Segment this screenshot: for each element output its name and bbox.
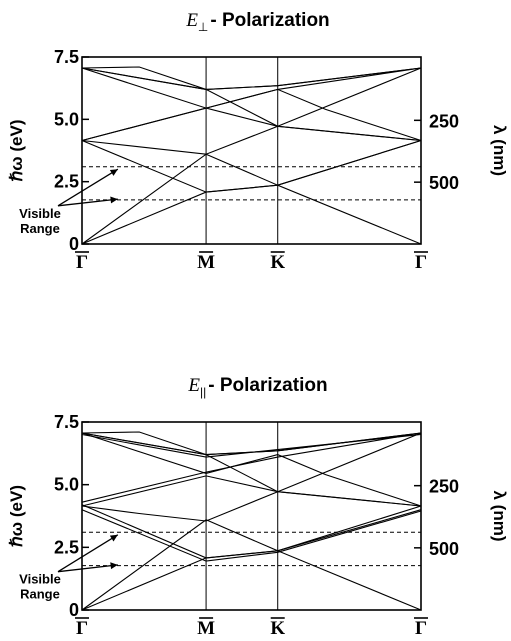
x-tick-label-4: Γ [415, 252, 427, 273]
x-tick-label-3: K [270, 252, 285, 273]
title-symbol: E [187, 375, 200, 396]
annotation-arrowhead-2 [110, 562, 118, 570]
y-tick-label-4: 7.5 [54, 47, 79, 67]
x-tick-label-2: M [197, 618, 215, 639]
annotation-visible: Visible [19, 572, 61, 587]
plot-frame [81, 421, 422, 611]
annotation-arrowhead-2 [110, 196, 118, 204]
annotation-arrow-2 [57, 564, 118, 573]
band-line-10 [81, 67, 422, 142]
chart-title: E|| - Polarization [187, 375, 327, 399]
y2-axis-label: λ (nm) [490, 491, 509, 542]
band-line-3 [81, 509, 422, 562]
band-line-6 [81, 67, 422, 142]
annotation-arrowhead-1 [109, 169, 118, 176]
annotation-arrow-2 [57, 198, 118, 207]
title-subscript: || [200, 385, 206, 399]
annotation-arrowhead-1 [109, 534, 118, 542]
annotation-range: Range [20, 587, 60, 602]
annotation-range: Range [20, 221, 60, 236]
y-tick-label-4: 7.5 [54, 412, 79, 432]
panel-2: E|| - Polarization 0 2.5 5.0 7.5 250 500 ℏω (eV)… [7, 375, 509, 639]
annotation-arrow-1 [57, 168, 119, 207]
panel-1: E⊥ - Polarization 0 2.5 5.0 7.5 250 500 ℏω (eV) λ… [7, 10, 509, 273]
title-symbol: E [185, 10, 198, 31]
y2-axis-label: λ (nm) [490, 125, 509, 176]
y2-tick-label-1: 250 [429, 111, 459, 131]
band-line-2 [81, 509, 422, 611]
title-text: - Polarization [208, 375, 327, 396]
y-axis-label: ℏω (eV) [7, 120, 26, 182]
band-line-3 [81, 67, 422, 155]
y-tick-label-1: 0 [69, 600, 79, 620]
y2-tick-label-2: 500 [429, 173, 459, 193]
x-tick-label-4: Γ [415, 618, 427, 639]
band-line-11 [81, 432, 422, 507]
band-line-7 [81, 432, 422, 503]
band-line-6 [81, 475, 422, 507]
band-line-8 [81, 432, 422, 507]
x-tick-label-2: M [197, 252, 215, 273]
y-tick-label-2: 2.5 [54, 537, 79, 557]
band-line-5 [81, 432, 422, 522]
band-line-1 [81, 184, 422, 245]
annotation-visible: Visible [19, 206, 61, 221]
band-line-1 [81, 550, 422, 611]
title-text: - Polarization [210, 10, 329, 31]
x-tick-label-3: K [270, 618, 285, 639]
annotation-arrow-1 [57, 534, 119, 573]
band-line-9 [81, 66, 422, 90]
band-line-8 [81, 67, 422, 90]
y-axis-label: ℏω (eV) [7, 485, 26, 547]
band-line-4 [81, 139, 422, 193]
y-tick-label-2: 2.5 [54, 172, 79, 192]
y-tick-label-3: 5.0 [54, 109, 79, 129]
band-line-7 [81, 67, 422, 142]
title-subscript: ⊥ [198, 20, 208, 34]
band-line-4 [81, 504, 422, 559]
x-tick-label-1: Γ [76, 618, 88, 639]
chart-title: E⊥ - Polarization [185, 10, 329, 34]
y-tick-label-3: 5.0 [54, 475, 79, 495]
y-tick-label-1: 0 [69, 234, 79, 254]
plot-frame [81, 56, 422, 245]
y2-tick-label-2: 500 [429, 539, 459, 559]
y2-tick-label-1: 250 [429, 477, 459, 497]
band-line-12 [81, 433, 422, 458]
x-tick-label-1: Γ [76, 252, 88, 273]
